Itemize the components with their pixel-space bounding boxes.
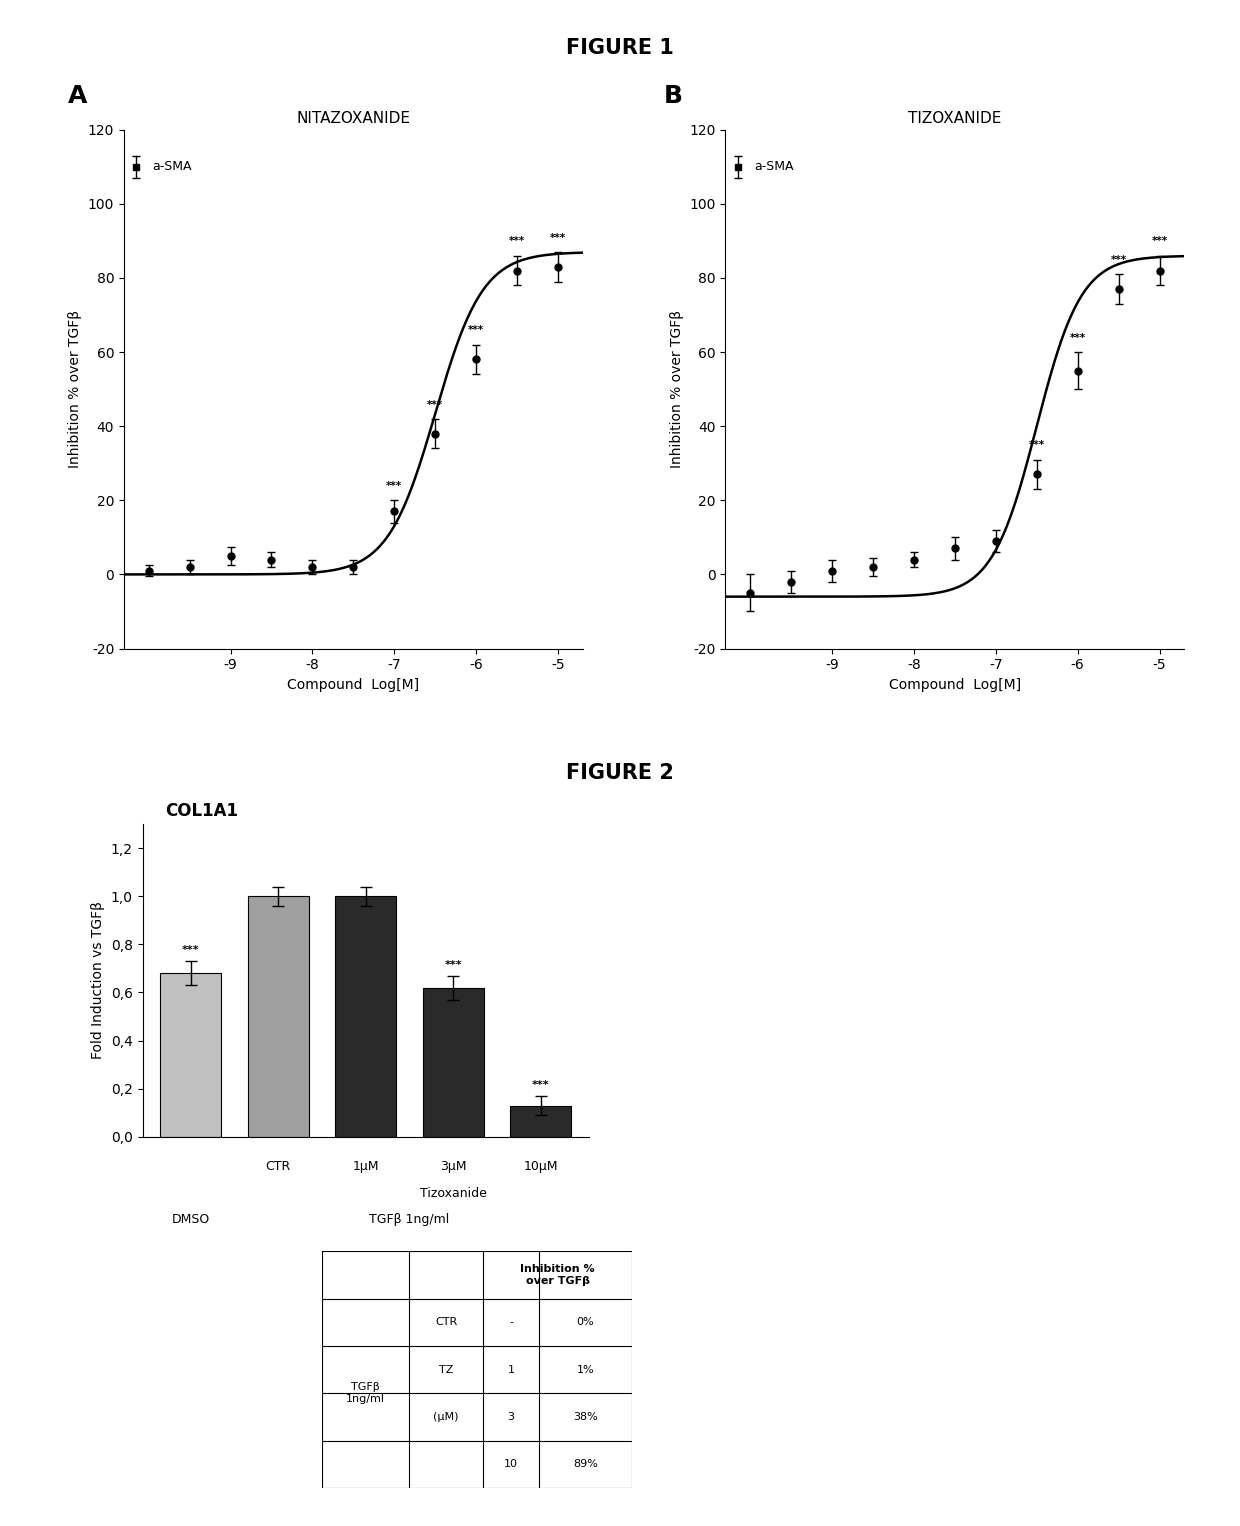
Text: ***: ***	[428, 400, 444, 409]
Text: (μM): (μM)	[433, 1412, 459, 1422]
Text: Inhibition %
over TGFβ: Inhibition % over TGFβ	[521, 1264, 595, 1286]
Bar	[160, 974, 222, 1137]
Text: A: A	[68, 84, 88, 108]
Text: ***: ***	[1029, 441, 1045, 450]
Text: 10: 10	[505, 1459, 518, 1470]
Y-axis label: Inhibition % over TGFβ: Inhibition % over TGFβ	[670, 310, 683, 468]
Bar	[510, 1105, 572, 1137]
Text: B: B	[663, 84, 682, 108]
Text: 38%: 38%	[573, 1412, 598, 1422]
Text: CTR: CTR	[435, 1317, 458, 1328]
Title: TIZOXANIDE: TIZOXANIDE	[908, 111, 1002, 125]
Text: COL1A1: COL1A1	[165, 801, 238, 819]
Text: 0%: 0%	[577, 1317, 594, 1328]
Text: 10μM: 10μM	[523, 1160, 558, 1173]
Bar	[423, 987, 484, 1137]
Text: Tizoxanide: Tizoxanide	[420, 1187, 487, 1201]
Text: ***: ***	[510, 237, 526, 247]
Text: 1μM: 1μM	[352, 1160, 379, 1173]
Text: DMSO: DMSO	[171, 1213, 210, 1227]
Text: ***: ***	[551, 233, 567, 243]
Text: -: -	[510, 1317, 513, 1328]
Bar	[335, 896, 397, 1137]
Text: ***: ***	[469, 325, 485, 336]
Text: FIGURE 1: FIGURE 1	[567, 38, 673, 58]
Text: TZ: TZ	[439, 1364, 454, 1375]
Text: ***: ***	[532, 1080, 549, 1090]
Y-axis label: Inhibition % over TGFβ: Inhibition % over TGFβ	[68, 310, 82, 468]
Text: a-SMA: a-SMA	[754, 160, 794, 174]
Text: 1%: 1%	[577, 1364, 594, 1375]
Text: ***: ***	[444, 960, 463, 969]
X-axis label: Compound  Log[M]: Compound Log[M]	[889, 678, 1021, 691]
Text: ***: ***	[1111, 255, 1127, 266]
Bar	[248, 896, 309, 1137]
X-axis label: Compound  Log[M]: Compound Log[M]	[288, 678, 419, 691]
Text: FIGURE 2: FIGURE 2	[567, 763, 673, 783]
Text: CTR: CTR	[265, 1160, 291, 1173]
Text: 89%: 89%	[573, 1459, 598, 1470]
Text: ***: ***	[182, 945, 200, 955]
Text: 3μM: 3μM	[440, 1160, 466, 1173]
Text: 3: 3	[507, 1412, 515, 1422]
Text: TGFβ
1ng/ml: TGFβ 1ng/ml	[346, 1383, 384, 1404]
Text: 1: 1	[507, 1364, 515, 1375]
Title: NITAZOXANIDE: NITAZOXANIDE	[296, 111, 410, 125]
Y-axis label: Fold Induction vs TGFβ: Fold Induction vs TGFβ	[92, 902, 105, 1059]
Text: a-SMA: a-SMA	[153, 160, 192, 174]
Text: ***: ***	[387, 481, 403, 491]
Text: TGFβ 1ng/ml: TGFβ 1ng/ml	[370, 1213, 450, 1227]
Text: ***: ***	[1070, 333, 1086, 343]
Text: ***: ***	[1152, 237, 1168, 247]
